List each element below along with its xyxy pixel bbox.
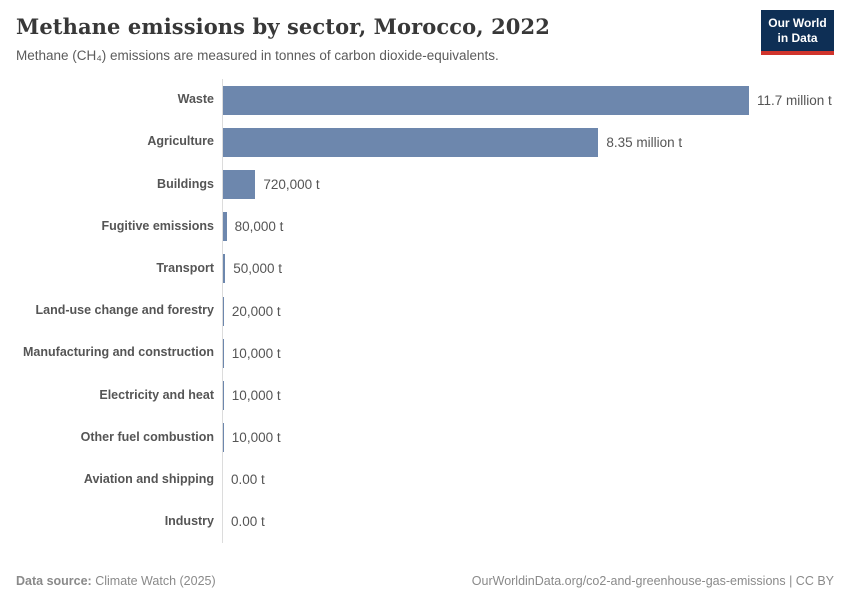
plot-area: 0.00 t bbox=[222, 458, 834, 501]
value-label: 10,000 t bbox=[231, 387, 281, 403]
bar-chart: Waste 11.7 million t Agriculture 8.35 mi… bbox=[16, 79, 834, 544]
value-label: 0.00 t bbox=[231, 472, 265, 488]
bar[interactable] bbox=[223, 85, 749, 115]
value-label: 10,000 t bbox=[231, 430, 281, 446]
value-label: 11.7 million t bbox=[757, 92, 832, 108]
category-label: Aviation and shipping bbox=[83, 471, 214, 486]
bar-row: Aviation and shipping 0.00 t bbox=[16, 458, 834, 501]
owid-logo-line2: in Data bbox=[777, 31, 818, 45]
value-label: 720,000 t bbox=[263, 176, 320, 192]
owid-url-link[interactable]: OurWorldinData.org/co2-and-greenhouse-ga… bbox=[471, 574, 834, 588]
category-label: Electricity and heat bbox=[99, 387, 214, 402]
bar-row: Electricity and heat 10,000 t bbox=[16, 374, 834, 417]
plot-area: 50,000 t bbox=[222, 247, 834, 290]
value-label: 50,000 t bbox=[233, 261, 283, 277]
bar-row: Transport 50,000 t bbox=[16, 247, 834, 290]
plot-area: 8.35 million t bbox=[222, 121, 834, 164]
chart-title: Methane emissions by sector, Morocco, 20… bbox=[16, 14, 550, 39]
bar[interactable] bbox=[223, 254, 226, 284]
chart-footer: Data source: Climate Watch (2025) OurWor… bbox=[16, 574, 834, 588]
bar-row: Industry 0.00 t bbox=[16, 500, 834, 544]
plot-area: 20,000 t bbox=[222, 289, 834, 333]
plot-area: 720,000 t bbox=[222, 163, 834, 206]
data-source-value: Climate Watch (2025) bbox=[95, 574, 216, 588]
value-label: 20,000 t bbox=[231, 303, 281, 319]
value-label: 10,000 t bbox=[231, 345, 281, 361]
value-label: 80,000 t bbox=[234, 219, 284, 235]
plot-area: 80,000 t bbox=[222, 205, 834, 248]
bar[interactable] bbox=[223, 212, 227, 242]
category-label: Other fuel combustion bbox=[80, 429, 214, 444]
bar[interactable] bbox=[223, 127, 599, 157]
data-source: Data source: Climate Watch (2025) bbox=[16, 574, 216, 588]
category-label: Fugitive emissions bbox=[101, 218, 214, 233]
value-label: 8.35 million t bbox=[606, 134, 683, 150]
bar-row: Agriculture 8.35 million t bbox=[16, 121, 834, 164]
plot-area: 10,000 t bbox=[222, 332, 834, 375]
category-label: Industry bbox=[164, 514, 214, 529]
plot-area: 0.00 t bbox=[222, 500, 834, 544]
category-label: Manufacturing and construction bbox=[23, 345, 214, 360]
category-label: Land-use change and forestry bbox=[35, 303, 214, 318]
owid-logo-line1: Our World bbox=[768, 16, 827, 30]
bar-row: Manufacturing and construction 10,000 t bbox=[16, 332, 834, 375]
category-label: Transport bbox=[156, 260, 214, 275]
owid-logo: Our World in Data bbox=[761, 10, 834, 55]
chart-header: Methane emissions by sector, Morocco, 20… bbox=[16, 10, 834, 63]
bar-row: Waste 11.7 million t bbox=[16, 79, 834, 122]
value-label: 0.00 t bbox=[231, 514, 265, 530]
category-label: Buildings bbox=[157, 176, 214, 191]
plot-area: 11.7 million t bbox=[222, 79, 834, 122]
bar-row: Land-use change and forestry 20,000 t bbox=[16, 289, 834, 333]
bar[interactable] bbox=[223, 338, 224, 368]
category-label: Agriculture bbox=[147, 134, 214, 149]
bar-row: Other fuel combustion 10,000 t bbox=[16, 416, 834, 459]
plot-area: 10,000 t bbox=[222, 374, 834, 417]
plot-area: 10,000 t bbox=[222, 416, 834, 459]
chart-subtitle: Methane (CH₄) emissions are measured in … bbox=[16, 48, 499, 63]
bar-row: Buildings 720,000 t bbox=[16, 163, 834, 206]
bar[interactable] bbox=[223, 296, 224, 326]
header-text: Methane emissions by sector, Morocco, 20… bbox=[16, 14, 550, 63]
category-label: Waste bbox=[177, 92, 214, 107]
bar-row: Fugitive emissions 80,000 t bbox=[16, 205, 834, 248]
bar[interactable] bbox=[223, 169, 256, 199]
bar[interactable] bbox=[223, 423, 224, 453]
bar[interactable] bbox=[223, 380, 224, 410]
data-source-label: Data source: bbox=[16, 574, 92, 588]
